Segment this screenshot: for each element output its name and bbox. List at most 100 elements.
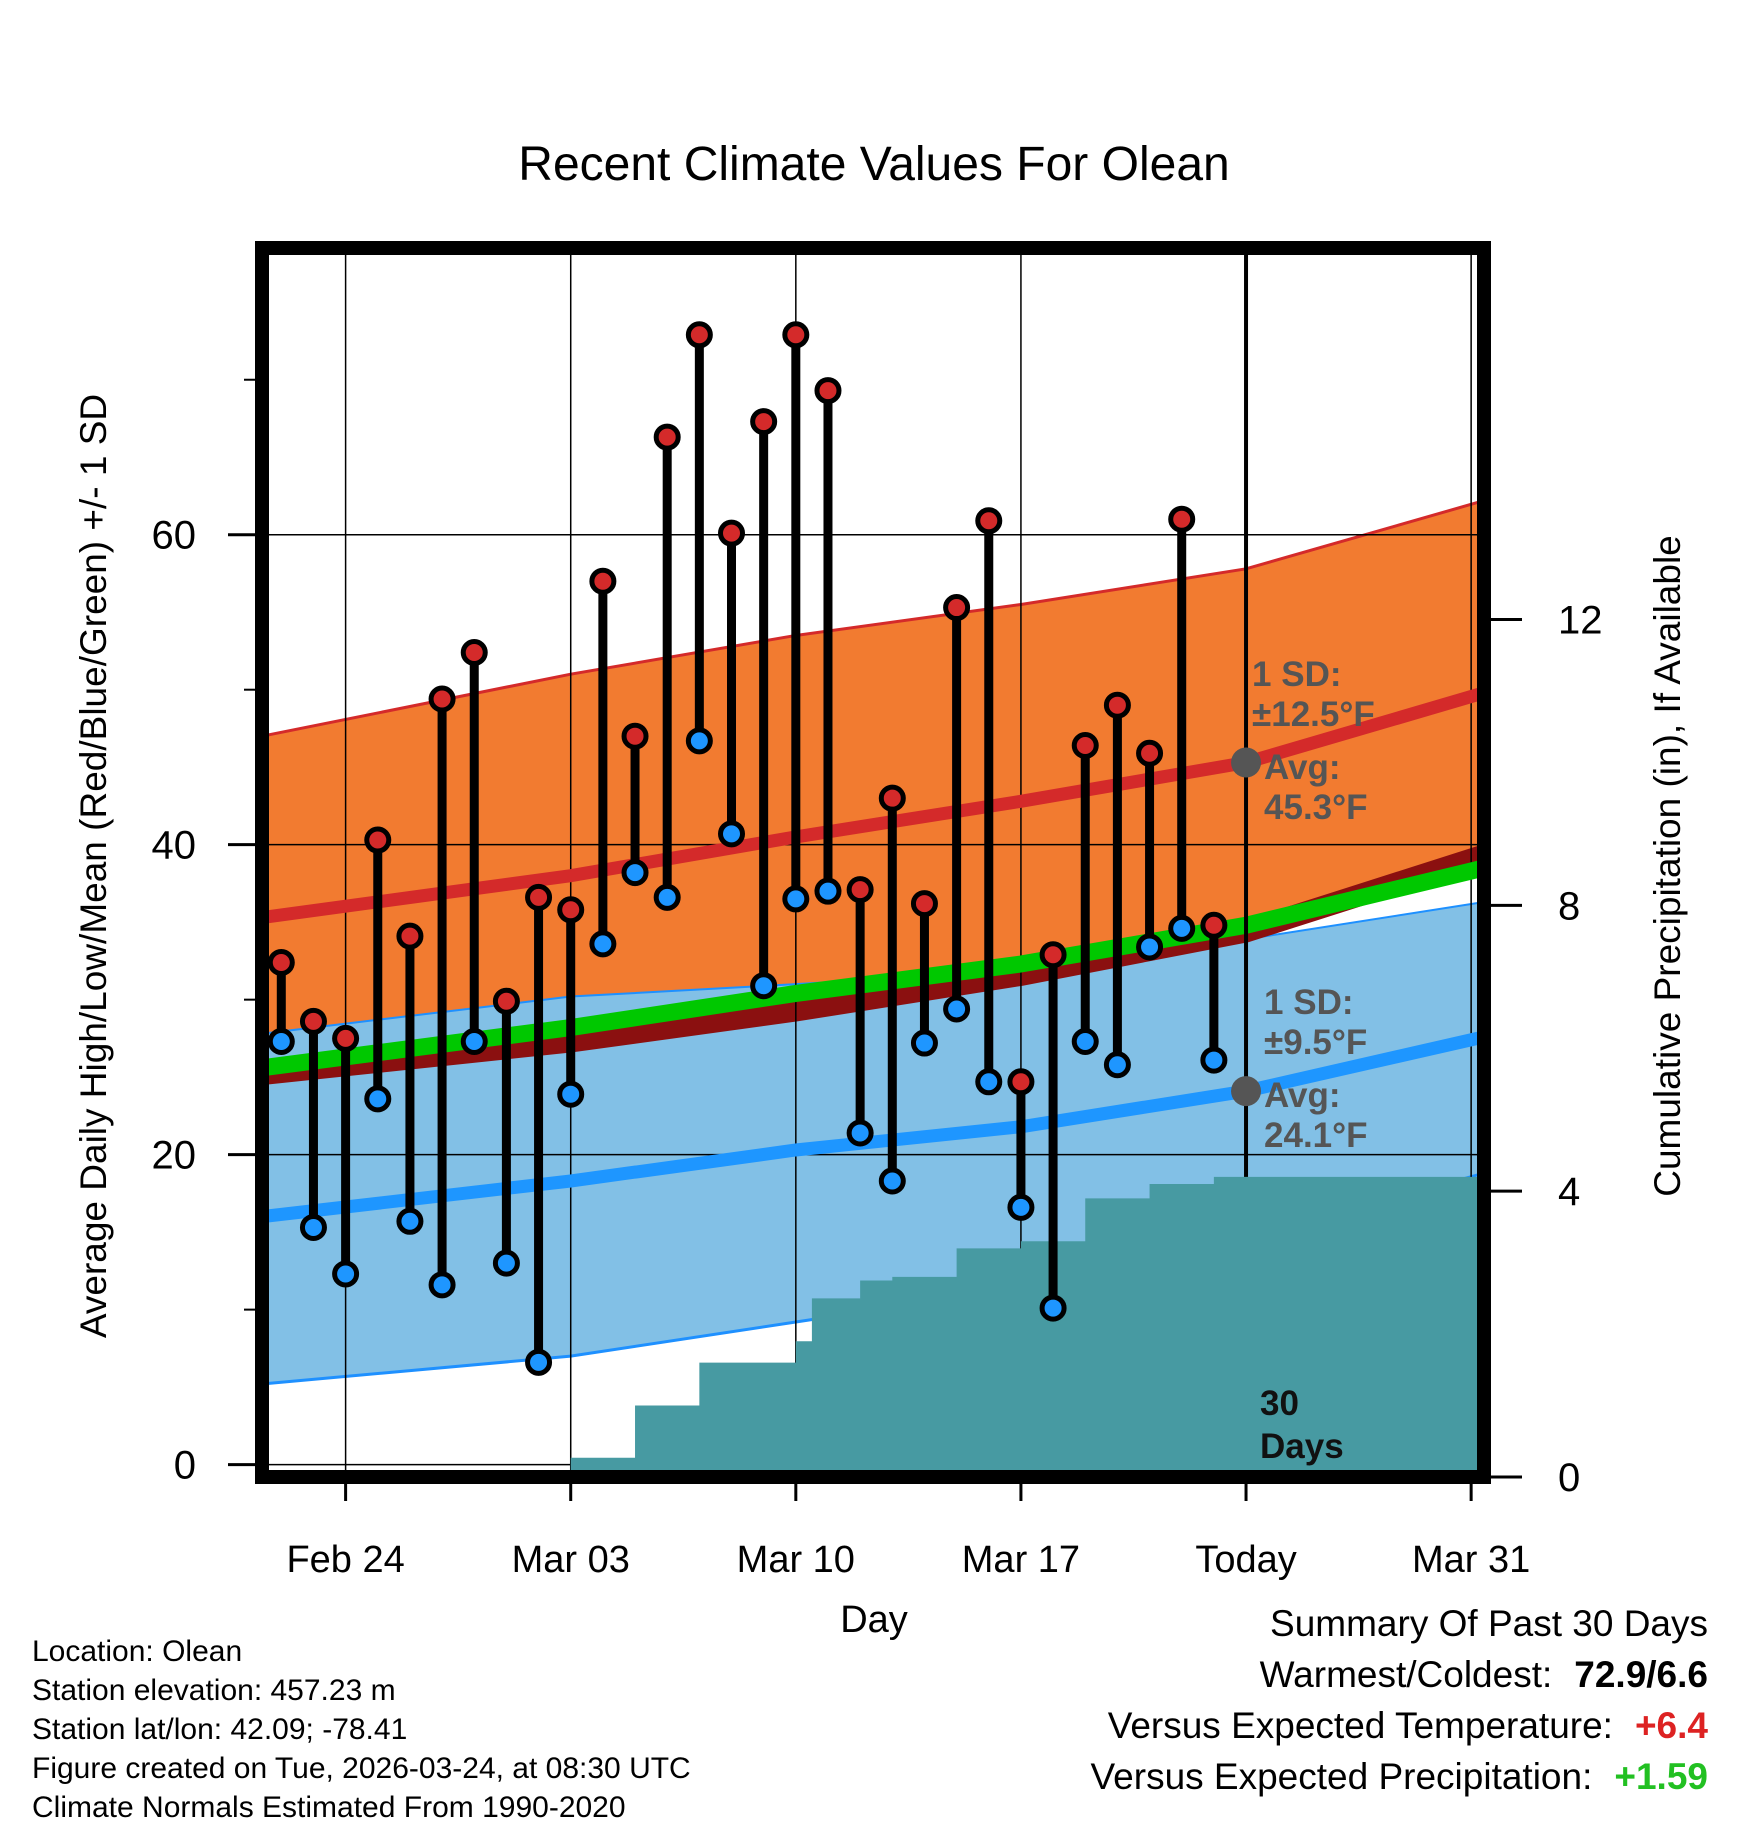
low-sd-value: ±9.5°F — [1264, 1023, 1367, 1062]
obs-high-point-26 — [1103, 691, 1131, 719]
normal-low-line — [261, 1030, 1486, 1224]
obs-high-point-8 — [525, 883, 553, 911]
x-tick-label-3: Mar 17 — [962, 1539, 1080, 1581]
obs-high-point-5 — [428, 685, 456, 713]
obs-low-point-16 — [782, 885, 810, 913]
obs-low-point-27 — [1136, 933, 1164, 961]
created-line: Figure created on Tue, 2026-03-24, at 08… — [32, 1752, 691, 1785]
y-tick-label-0: 0 — [174, 1444, 196, 1488]
elevation-line: Station elevation: 457.23 m — [32, 1674, 396, 1707]
y-tick-label-3: 60 — [152, 514, 197, 558]
observations — [267, 321, 1228, 1376]
obs-low-point-19 — [878, 1167, 906, 1195]
obs-high-point-0 — [267, 948, 295, 976]
obs-high-point-12 — [653, 423, 681, 451]
obs-low-point-13 — [685, 727, 713, 755]
obs-high-point-15 — [750, 408, 778, 436]
plot-frame — [255, 241, 1491, 1484]
obs-low-point-2 — [332, 1260, 360, 1288]
obs-high-point-23 — [1007, 1068, 1035, 1096]
obs-high-point-16 — [782, 321, 810, 349]
obs-low-point-0 — [267, 1028, 295, 1056]
obs-high-point-20 — [910, 890, 938, 918]
obs-high-point-10 — [589, 567, 617, 595]
y-axis-label: Average Daily High/Low/Mean (Red/Blue/Gr… — [73, 394, 114, 1338]
high-avg-marker — [1231, 747, 1262, 778]
obs-low-point-17 — [814, 877, 842, 905]
obs-high-point-22 — [975, 507, 1003, 535]
obs-low-point-3 — [364, 1085, 392, 1113]
obs-low-point-25 — [1071, 1028, 1099, 1056]
obs-high-point-7 — [492, 987, 520, 1015]
normal-mean-line — [260, 859, 1486, 1077]
obs-high-point-3 — [364, 826, 392, 854]
temp-label: Versus Expected Temperature: — [1107, 1705, 1613, 1746]
obs-high-point-24 — [1039, 941, 1067, 969]
latlon-line: Station lat/lon: 42.09; -78.41 — [32, 1713, 408, 1746]
obs-low-point-14 — [718, 820, 746, 848]
obs-high-point-9 — [557, 896, 585, 924]
warm-cold-label: Warmest/Coldest: — [1259, 1654, 1553, 1695]
high-sd-value: ±12.5°F — [1252, 695, 1375, 734]
obs-low-point-15 — [750, 972, 778, 1000]
y2-tick-label-0: 0 — [1558, 1456, 1580, 1500]
y2-axis-label: Cumulative Precipitation (in), If Availa… — [1647, 535, 1688, 1197]
summary-heading: Summary Of Past 30 Days — [1270, 1603, 1708, 1644]
precipitation-area — [262, 1176, 1484, 1477]
precipitation-fill — [262, 1176, 1484, 1477]
obs-low-point-7 — [492, 1249, 520, 1277]
obs-high-point-13 — [685, 321, 713, 349]
obs-high-point-6 — [460, 639, 488, 667]
obs-high-point-1 — [299, 1007, 327, 1035]
obs-high-point-17 — [814, 377, 842, 405]
high-sd-label: 1 SD: — [1252, 655, 1341, 694]
summary-temp: Versus Expected Temperature: +6.4 — [1091, 1700, 1708, 1751]
y2-tick-label-1: 4 — [1558, 1170, 1580, 1214]
x-tick-label-5: Mar 31 — [1412, 1539, 1530, 1581]
obs-low-point-6 — [460, 1028, 488, 1056]
obs-high-point-4 — [396, 922, 424, 950]
obs-high-point-21 — [943, 594, 971, 622]
obs-low-point-9 — [557, 1080, 585, 1108]
chart-title: Recent Climate Values For Olean — [518, 138, 1229, 191]
x-tick-label-1: Mar 03 — [512, 1539, 630, 1581]
x-tick-label-0: Feb 24 — [286, 1539, 404, 1581]
obs-low-point-4 — [396, 1207, 424, 1235]
obs-high-point-25 — [1071, 731, 1099, 759]
obs-low-point-1 — [299, 1213, 327, 1241]
x-tick-label-4: Today — [1195, 1539, 1296, 1581]
precip-value: +1.59 — [1614, 1756, 1708, 1797]
obs-high-point-19 — [878, 784, 906, 812]
y-tick-label-2: 40 — [152, 824, 197, 868]
high-avg-label: Avg: — [1264, 748, 1340, 787]
obs-high-point-18 — [846, 876, 874, 904]
obs-low-point-8 — [525, 1348, 553, 1376]
y-tick-label-1: 20 — [152, 1134, 197, 1178]
obs-high-point-14 — [718, 519, 746, 547]
summary-precip: Versus Expected Precipitation: +1.59 — [1091, 1751, 1708, 1802]
normal-high-line — [261, 686, 1486, 924]
location-line: Location: Olean — [32, 1635, 243, 1668]
obs-low-point-18 — [846, 1119, 874, 1147]
obs-low-point-12 — [653, 883, 681, 911]
temp-value: +6.4 — [1634, 1705, 1708, 1746]
obs-low-point-21 — [943, 995, 971, 1023]
low-avg-value: 24.1°F — [1264, 1116, 1368, 1155]
warm-cold-value: 72.9/6.6 — [1574, 1654, 1708, 1695]
low-avg-label: Avg: — [1264, 1076, 1340, 1115]
obs-high-point-28 — [1168, 505, 1196, 533]
obs-low-point-29 — [1200, 1046, 1228, 1074]
normal-lines — [260, 248, 1486, 1477]
normals-line: Climate Normals Estimated From 1990-2020 — [32, 1791, 626, 1824]
obs-high-point-2 — [332, 1024, 360, 1052]
obs-low-point-22 — [975, 1068, 1003, 1096]
station-info: Location: Olean Station elevation: 457.2… — [32, 1632, 691, 1827]
low-sd-label: 1 SD: — [1264, 983, 1353, 1022]
y2-tick-label-2: 8 — [1558, 884, 1580, 928]
obs-low-point-11 — [621, 859, 649, 887]
obs-low-point-23 — [1007, 1193, 1035, 1221]
obs-low-point-24 — [1039, 1294, 1067, 1322]
